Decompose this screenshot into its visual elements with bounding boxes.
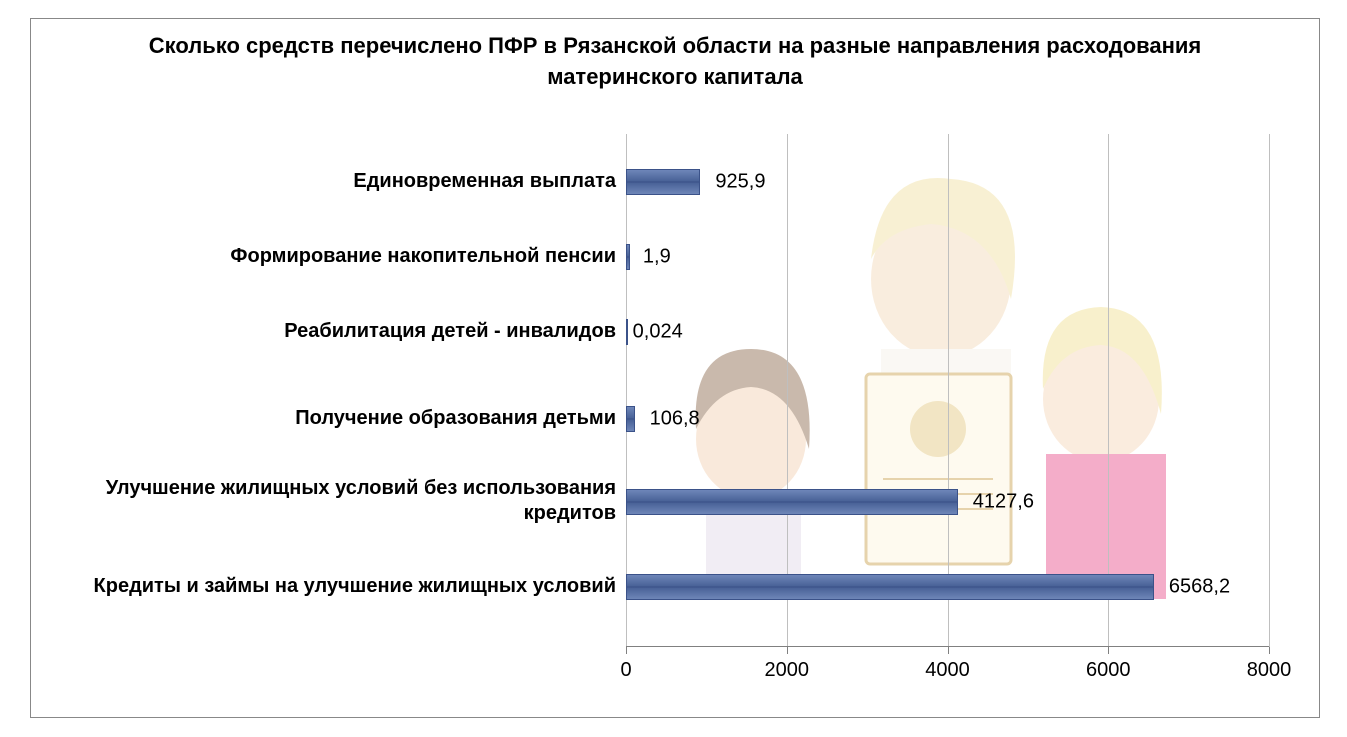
chart-area: Единовременная выплата Формирование нако… [31, 134, 1319, 702]
bar-value-0: 925,9 [715, 171, 765, 194]
y-label-1: Формирование накопительной пенсии [56, 244, 616, 269]
gridline [948, 134, 949, 647]
y-axis-labels: Единовременная выплата Формирование нако… [31, 134, 626, 702]
bar-2: 0,024 [626, 319, 627, 345]
bar-value-4: 4127,6 [973, 491, 1034, 514]
bar-fill [626, 244, 630, 270]
bar-value-1: 1,9 [643, 246, 671, 269]
bar-fill [626, 574, 1154, 600]
bar-4: 4127,6 [626, 489, 958, 515]
bar-value-5: 6568,2 [1169, 576, 1230, 599]
chart-container: Сколько средств перечислено ПФР в Рязанс… [30, 18, 1320, 718]
axis-zone: 925,9 1,9 0,024 106,8 4127,6 [626, 134, 1269, 647]
bar-value-3: 106,8 [650, 408, 700, 431]
x-tick-label-0: 0 [620, 659, 631, 682]
bar-3: 106,8 [626, 406, 635, 432]
chart-title: Сколько средств перечислено ПФР в Рязанс… [31, 19, 1319, 101]
bar-fill [626, 169, 700, 195]
bar-fill [626, 406, 635, 432]
plot-area: 925,9 1,9 0,024 106,8 4127,6 [626, 134, 1269, 702]
bar-5: 6568,2 [626, 574, 1154, 600]
x-tick-label-4: 8000 [1247, 659, 1292, 682]
x-tick [948, 647, 949, 654]
x-tick [1269, 647, 1270, 654]
y-label-5: Кредиты и займы на улучшение жилищных ус… [56, 574, 616, 599]
x-tick-label-1: 2000 [765, 659, 810, 682]
y-label-4: Улучшение жилищных условий без использов… [56, 476, 616, 526]
x-tick [787, 647, 788, 654]
x-tick-label-3: 6000 [1086, 659, 1131, 682]
x-tick-label-2: 4000 [925, 659, 970, 682]
gridline [787, 134, 788, 647]
bar-fill [626, 319, 628, 345]
bar-fill [626, 489, 958, 515]
bar-0: 925,9 [626, 169, 700, 195]
bar-value-2: 0,024 [633, 321, 683, 344]
y-label-0: Единовременная выплата [56, 169, 616, 194]
bar-1: 1,9 [626, 244, 628, 270]
gridline [1108, 134, 1109, 647]
x-tick [626, 647, 627, 654]
y-label-2: Реабилитация детей - инвалидов [56, 319, 616, 344]
x-tick [1108, 647, 1109, 654]
y-label-3: Получение образования детьми [56, 406, 616, 431]
gridline [626, 134, 627, 647]
gridline [1269, 134, 1270, 647]
